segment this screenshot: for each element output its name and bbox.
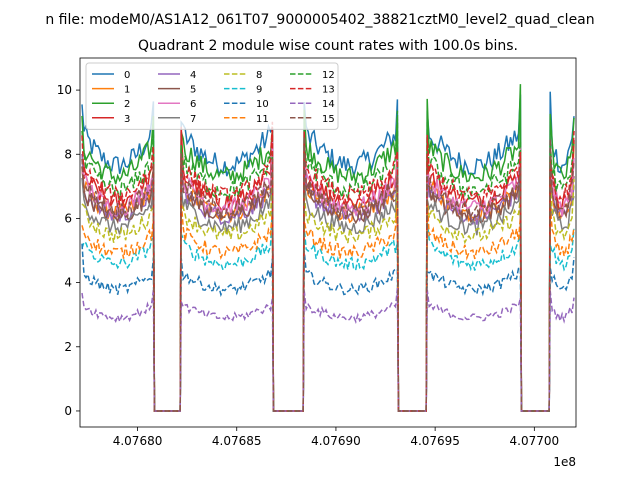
legend-label-7: 7 [190,114,196,125]
x-tick-label: 4.07695 [410,434,460,448]
y-axis: 0 2 4 6 8 10 [57,83,80,418]
legend-label-3: 3 [124,114,130,125]
x-tick-label: 4.07700 [510,434,560,448]
series-line-12 [81,110,575,412]
series-line-4 [81,140,575,412]
series-line-13 [81,121,575,412]
y-tick-label: 8 [64,147,72,161]
legend-label-6: 6 [190,99,196,110]
legend-label-0: 0 [124,70,130,81]
legend-box [85,62,339,130]
y-tick-label: 10 [57,83,72,97]
series-line-15 [81,136,575,412]
legend-label-4: 4 [190,70,196,81]
legend-label-15: 15 [322,114,335,125]
legend-label-8: 8 [256,70,262,81]
series-line-8 [81,177,575,412]
plot-lines [81,84,575,412]
y-tick-label: 4 [64,276,72,290]
series-line-11 [81,200,575,412]
plot-frame [79,57,577,428]
series-line-14 [81,288,575,412]
chart-suptitle: n file: modeM0/AS1A12_061T07_9000005402_… [45,12,594,28]
x-tick-label: 4.07685 [212,434,262,448]
legend-label-2: 2 [124,99,130,110]
x-tick-label: 4.07680 [113,434,163,448]
series-line-5 [81,166,575,412]
x-axis: 4.07680 4.07685 4.07690 4.07695 4.07700 [113,427,559,448]
series-line-9 [81,207,575,412]
chart-title: Quadrant 2 module wise count rates with … [138,38,518,54]
legend-label-12: 12 [322,70,335,81]
y-tick-label: 0 [64,404,72,418]
series-line-2 [81,84,575,412]
legend-label-14: 14 [322,99,335,110]
series-line-10 [81,243,575,412]
x-offset-label: 1e8 [553,455,576,469]
y-tick-label: 6 [64,211,72,225]
legend-label-5: 5 [190,85,196,96]
legend-label-13: 13 [322,85,335,96]
legend-label-9: 9 [256,85,262,96]
x-tick-label: 4.07690 [311,434,361,448]
y-tick-label: 2 [64,340,72,354]
legend-label-10: 10 [256,99,269,110]
legend-label-1: 1 [124,85,130,96]
legend-label-11: 11 [256,114,269,125]
series-line-1 [81,139,575,412]
